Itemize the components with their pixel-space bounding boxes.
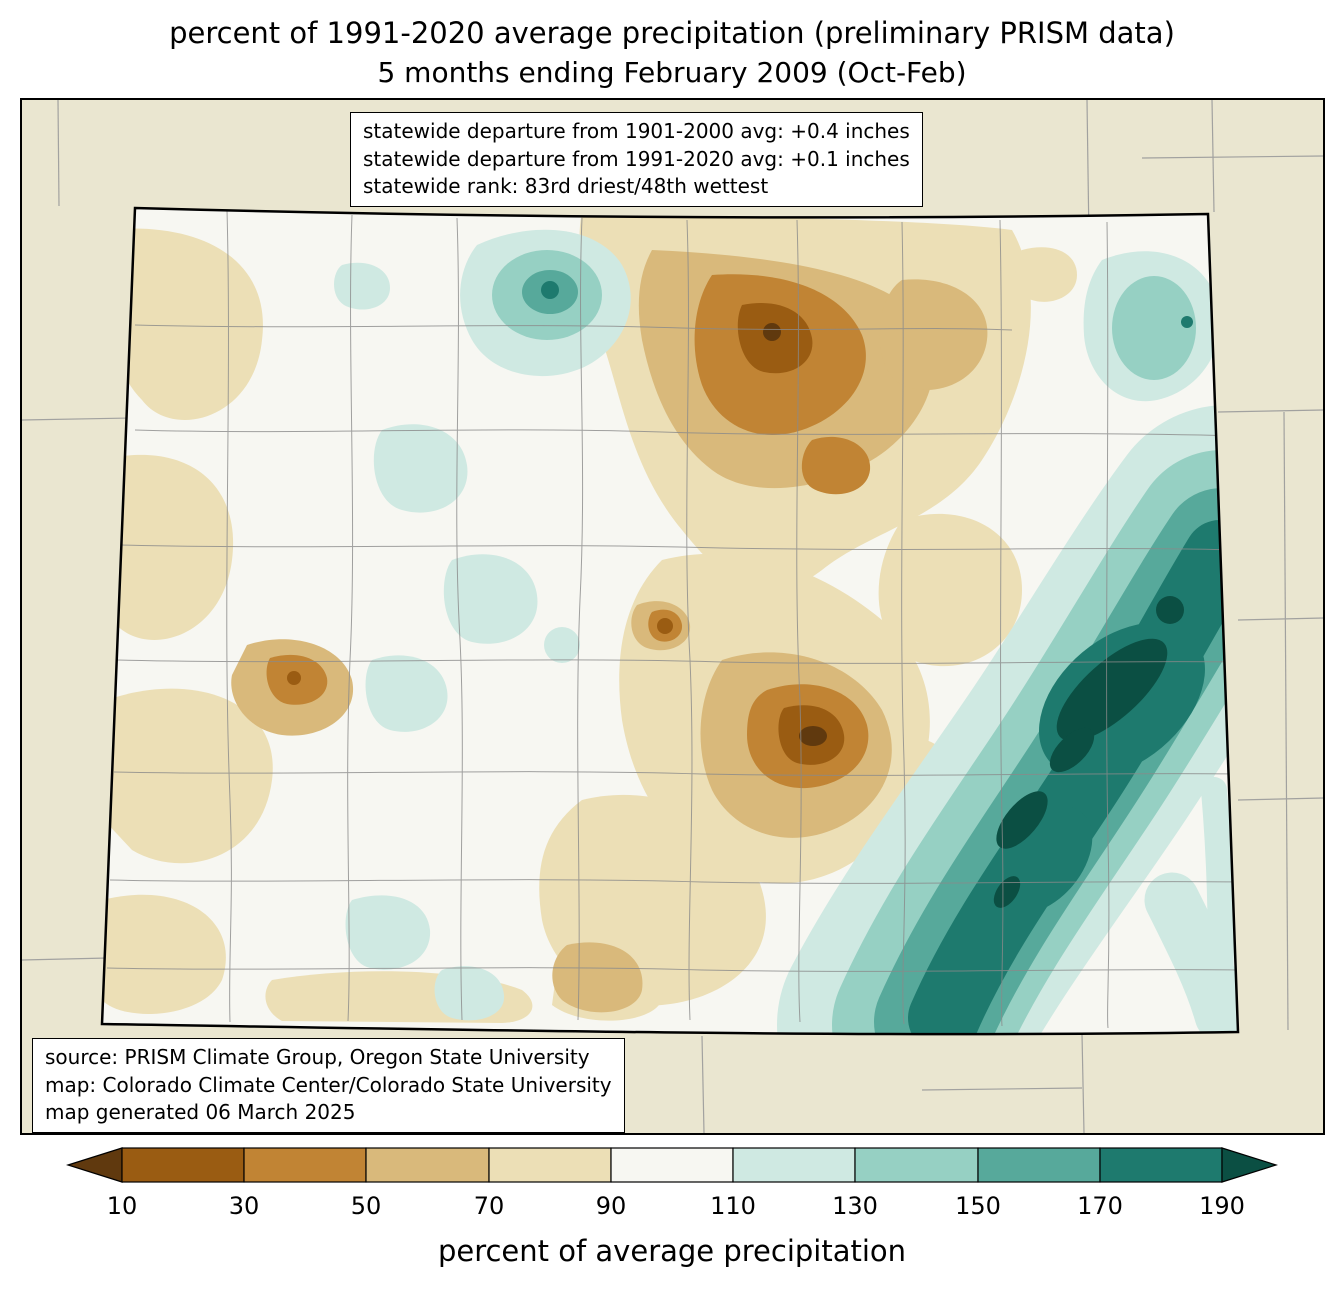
map-panel: statewide departure from 1901-2000 avg: …: [20, 98, 1325, 1135]
source-line-2: map: Colorado Climate Center/Colorado St…: [45, 1072, 612, 1097]
tick-70: 70: [473, 1192, 505, 1220]
tick-190: 190: [1199, 1192, 1245, 1220]
colorado-precipitation-map: [22, 100, 1323, 1133]
stats-line-3: statewide rank: 83rd driest/48th wettest: [363, 174, 769, 199]
tick-30: 30: [228, 1192, 260, 1220]
stats-line-2: statewide departure from 1991-2020 avg: …: [363, 146, 910, 171]
tick-130: 130: [832, 1192, 878, 1220]
tick-10: 10: [106, 1192, 138, 1220]
source-line-3: map generated 06 March 2025: [45, 1100, 356, 1125]
source-line-1: source: PRISM Climate Group, Oregon Stat…: [45, 1045, 590, 1069]
tick-50: 50: [350, 1192, 382, 1220]
statewide-stats-box: statewide departure from 1901-2000 avg: …: [350, 112, 923, 207]
colorbar-scale: [66, 1147, 1278, 1183]
page-subtitle: 5 months ending February 2009 (Oct-Feb): [377, 56, 967, 89]
tick-90: 90: [595, 1192, 627, 1220]
neighbor-boundary-lines: [22, 100, 1323, 1133]
tick-110: 110: [710, 1192, 756, 1220]
county-boundary-lines: [106, 209, 1238, 1029]
state-outline: [100, 206, 1240, 1036]
contour-fills: [102, 212, 1238, 1035]
colorbar: [64, 1145, 1280, 1185]
tick-170: 170: [1077, 1192, 1123, 1220]
source-attribution-box: source: PRISM Climate Group, Oregon Stat…: [32, 1038, 625, 1133]
colorbar-axis-label: percent of average precipitation: [437, 1234, 907, 1268]
page-title: percent of 1991-2020 average precipitati…: [169, 16, 1175, 50]
tick-150: 150: [955, 1192, 1001, 1220]
colorbar-ticks: 10 30 50 70 90 110 130 150 170 190: [64, 1192, 1280, 1222]
stats-line-1: statewide departure from 1901-2000 avg: …: [363, 119, 910, 143]
